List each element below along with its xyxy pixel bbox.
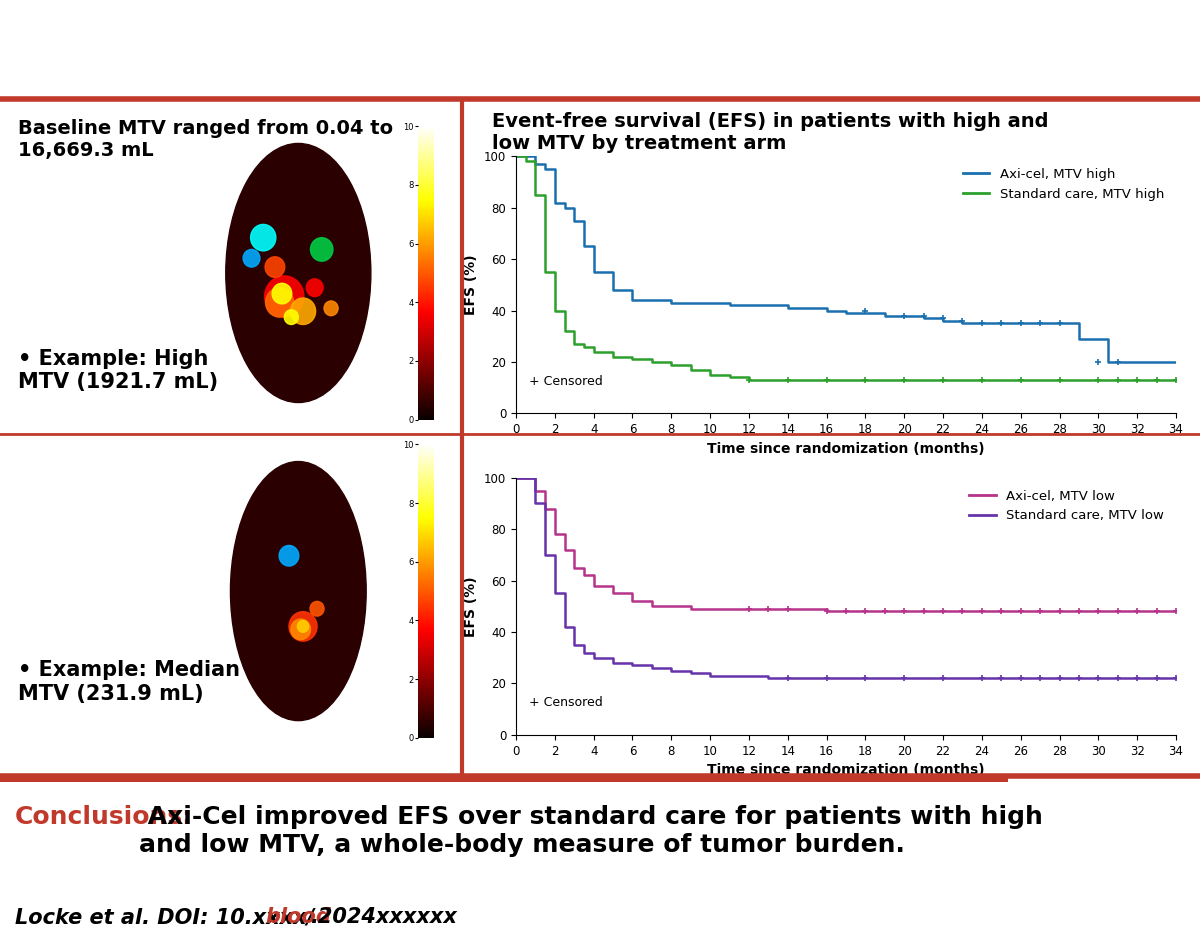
Ellipse shape <box>290 619 311 639</box>
Text: SUV: SUV <box>380 134 403 145</box>
Text: Locke et al. DOI: 10.xxxx/: Locke et al. DOI: 10.xxxx/ <box>16 907 314 927</box>
Ellipse shape <box>324 301 338 316</box>
Ellipse shape <box>265 288 294 317</box>
Ellipse shape <box>226 144 371 402</box>
Text: + Censored: + Censored <box>529 375 602 387</box>
Ellipse shape <box>280 545 299 566</box>
Y-axis label: EFS (%): EFS (%) <box>464 576 479 636</box>
Legend: Axi-cel, MTV low, Standard care, MTV low: Axi-cel, MTV low, Standard care, MTV low <box>964 484 1170 527</box>
Text: Event-free survival (EFS) in patients with high and
low MTV by treatment arm: Event-free survival (EFS) in patients wi… <box>492 112 1048 153</box>
Text: Axi-Cel improved EFS over standard care for patients with high
and low MTV, a wh: Axi-Cel improved EFS over standard care … <box>139 805 1043 857</box>
Ellipse shape <box>265 257 284 277</box>
Y-axis label: EFS (%): EFS (%) <box>464 255 479 315</box>
Text: + Censored: + Censored <box>529 697 602 709</box>
Text: Axicabtagene Ciloleucel (Axi-Cel) Versus Standard of Care in Second-Line
Large B: Axicabtagene Ciloleucel (Axi-Cel) Versus… <box>0 18 1200 81</box>
X-axis label: Time since randomization (months): Time since randomization (months) <box>707 442 985 456</box>
Legend: Axi-cel, MTV high, Standard care, MTV high: Axi-cel, MTV high, Standard care, MTV hi… <box>958 163 1170 206</box>
Ellipse shape <box>265 276 304 317</box>
Text: blood: blood <box>265 907 331 927</box>
Ellipse shape <box>272 283 292 304</box>
Ellipse shape <box>311 238 332 261</box>
Bar <box>0 776 1008 782</box>
Ellipse shape <box>290 298 316 324</box>
X-axis label: Time since randomization (months): Time since randomization (months) <box>707 763 985 777</box>
Text: • Example: Median
MTV (231.9 mL): • Example: Median MTV (231.9 mL) <box>18 661 240 704</box>
Ellipse shape <box>306 279 323 296</box>
Text: Blood
Visual
Abstract: Blood Visual Abstract <box>1034 805 1174 911</box>
Text: .2024xxxxxx: .2024xxxxxx <box>311 907 457 927</box>
Ellipse shape <box>298 620 308 633</box>
Text: • Example: High
MTV (1921.7 mL): • Example: High MTV (1921.7 mL) <box>18 349 218 392</box>
Ellipse shape <box>251 225 276 251</box>
Text: SUV: SUV <box>380 453 403 462</box>
Ellipse shape <box>244 249 260 267</box>
Ellipse shape <box>310 602 324 616</box>
Text: Baseline MTV ranged from 0.04 to
16,669.3 mL: Baseline MTV ranged from 0.04 to 16,669.… <box>18 119 394 160</box>
Text: Conclusions:: Conclusions: <box>16 805 193 829</box>
Ellipse shape <box>284 310 299 324</box>
Ellipse shape <box>289 612 317 641</box>
Ellipse shape <box>230 462 366 721</box>
